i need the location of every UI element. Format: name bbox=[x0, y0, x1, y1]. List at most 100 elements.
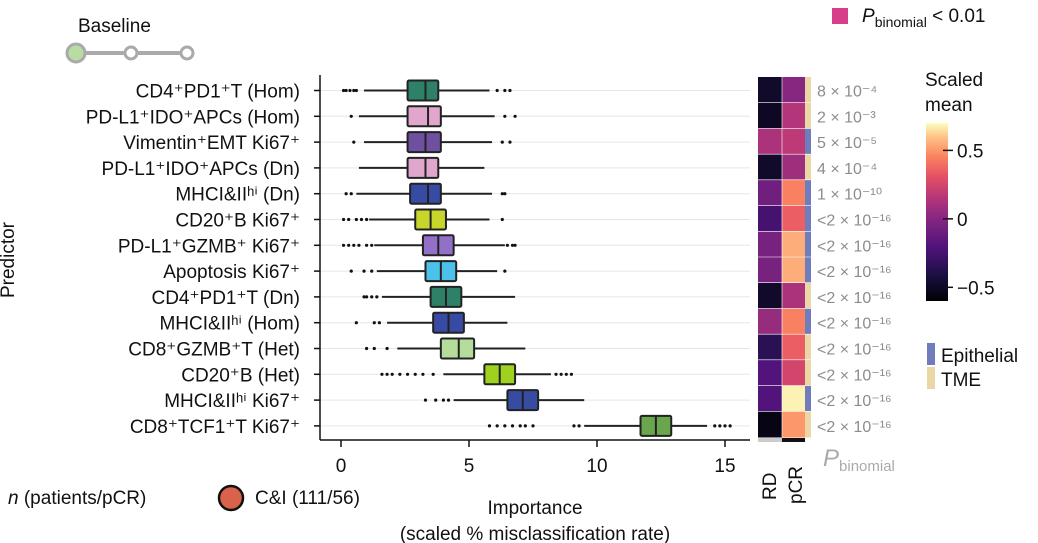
outlier-point bbox=[362, 295, 366, 299]
heatmap-cell-pcr bbox=[782, 179, 805, 207]
outlier-point bbox=[344, 192, 348, 196]
outlier-point bbox=[431, 372, 435, 376]
outlier-point bbox=[559, 372, 563, 376]
outlier-point bbox=[503, 424, 507, 428]
heatmap-cell-pcr bbox=[782, 257, 805, 284]
outlier-point bbox=[518, 424, 522, 428]
colorbar-ticks: 0.5 0 −0.5 bbox=[943, 141, 995, 299]
p-values: 8 × 10⁻⁴ 2 × 10⁻³ 5 × 10⁻⁵ 4 × 10⁻⁴ 1 × 10⁻¹… bbox=[817, 84, 892, 436]
baseline-timeline-icon bbox=[65, 42, 195, 64]
outlier-point bbox=[577, 424, 581, 428]
predictor-labels: CD4⁺PD1⁺T (Hom) PD-L1⁺IDO⁺APCs (Hom) Vimen… bbox=[86, 82, 320, 438]
baseline-label: Baseline bbox=[78, 16, 151, 37]
outlier-point bbox=[354, 88, 358, 93]
heatmap-cell-rd bbox=[758, 385, 782, 412]
outlier-point bbox=[523, 424, 527, 428]
category-strip bbox=[805, 179, 811, 207]
colorbar-gradient bbox=[926, 123, 948, 301]
outlier-point bbox=[421, 372, 425, 376]
outlier-point bbox=[341, 217, 346, 222]
p-value: <2 × 10⁻¹⁶ bbox=[817, 419, 892, 436]
p-value: 4 × 10⁻⁴ bbox=[817, 161, 877, 178]
predictor-label: Apoptosis Ki67⁺ bbox=[163, 262, 300, 283]
outlier-point bbox=[370, 243, 374, 247]
outlier-point bbox=[446, 398, 451, 402]
colorbar-tick-label: −0.5 bbox=[957, 278, 995, 299]
outlier-point bbox=[354, 217, 358, 222]
category-legend-swatch bbox=[927, 367, 935, 389]
heatmap-cell-pcr bbox=[782, 231, 805, 258]
p-value: 2 × 10⁻³ bbox=[817, 109, 876, 126]
outlier-point bbox=[365, 243, 369, 247]
outlier-point bbox=[362, 269, 366, 273]
x-axis-subtitle: (scaled % misclassification rate) bbox=[400, 524, 670, 543]
pbinomial-header: Pbinomial bbox=[823, 445, 895, 475]
box bbox=[406, 79, 440, 102]
outlier-point bbox=[349, 114, 353, 118]
category-legend-label: Epithelial bbox=[941, 346, 1018, 367]
heatmap-cell-pcr bbox=[782, 205, 805, 232]
p-value: 8 × 10⁻⁴ bbox=[817, 84, 877, 101]
outlier-point bbox=[385, 346, 389, 351]
heatmap-cell-rd bbox=[758, 102, 782, 129]
heatmap-cell-pcr bbox=[782, 334, 805, 361]
outlier-point bbox=[531, 424, 535, 428]
heatmap-col-rd-bar bbox=[758, 438, 782, 442]
outlier-point bbox=[372, 321, 376, 325]
outlier-point bbox=[413, 372, 417, 376]
heatmap-col-pcr-bar bbox=[782, 438, 805, 442]
cohort-marker-icon bbox=[217, 484, 245, 512]
outlier-point bbox=[352, 88, 356, 93]
outlier-point bbox=[377, 321, 381, 325]
predictor-label: CD8⁺TCF1⁺T Ki67⁺ bbox=[130, 417, 300, 438]
cohort-label: n (patients/pCR) bbox=[8, 488, 146, 509]
p-value: <2 × 10⁻¹⁶ bbox=[817, 367, 892, 384]
outlier-point bbox=[503, 269, 507, 273]
x-axis-ticks: 0 5 10 15 bbox=[336, 440, 736, 477]
category-strip bbox=[805, 359, 811, 387]
outlier-point bbox=[347, 243, 351, 247]
heatmap-cell-rd bbox=[758, 128, 782, 155]
outlier-point bbox=[510, 424, 515, 428]
heatmap-cell-pcr bbox=[782, 308, 805, 335]
category-strip bbox=[805, 257, 811, 284]
outlier-point bbox=[349, 269, 353, 273]
heatmap-cell-pcr bbox=[782, 128, 805, 155]
outlier-point bbox=[380, 372, 384, 376]
outlier-point bbox=[508, 88, 512, 93]
p-value: <2 × 10⁻¹⁶ bbox=[817, 290, 892, 307]
heatmap-cell-rd bbox=[758, 359, 782, 387]
x-tick-label: 5 bbox=[464, 456, 475, 477]
outlier-point bbox=[500, 192, 504, 196]
outlier-point bbox=[357, 243, 361, 247]
predictor-label: PD-L1⁺IDO⁺APCs (Hom) bbox=[86, 107, 300, 128]
p-value: 1 × 10⁻¹⁰ bbox=[817, 187, 882, 204]
outlier-point bbox=[554, 372, 558, 376]
predictor-label: Vimentin⁺EMT Ki67⁺ bbox=[123, 133, 300, 154]
heatmap-cell-rd bbox=[758, 77, 782, 104]
p-value: 5 × 10⁻⁵ bbox=[817, 135, 877, 152]
box bbox=[439, 337, 476, 360]
heatmap-col-rd-label: RD bbox=[760, 473, 781, 500]
colorbar-tick-label: 0.5 bbox=[957, 141, 983, 162]
significance-legend-swatch bbox=[832, 8, 848, 24]
category-strip bbox=[805, 154, 811, 181]
box bbox=[406, 156, 440, 179]
outlier-point bbox=[405, 372, 410, 376]
box bbox=[406, 105, 442, 128]
x-tick-label: 0 bbox=[336, 456, 347, 477]
outlier-point bbox=[398, 372, 402, 376]
outlier-point bbox=[505, 243, 509, 247]
outlier-point bbox=[569, 372, 574, 376]
predictor-label: MHCI&IIʰⁱ (Dn) bbox=[175, 185, 300, 206]
heatmap-cell-rd bbox=[758, 334, 782, 361]
outlier-point bbox=[487, 424, 492, 428]
outlier-point bbox=[370, 295, 374, 299]
p-value: <2 × 10⁻¹⁶ bbox=[817, 316, 892, 333]
outlier-point bbox=[723, 424, 727, 428]
predictor-label: CD4⁺PD1⁺T (Dn) bbox=[151, 288, 300, 309]
category-strip bbox=[805, 385, 811, 412]
outlier-point bbox=[510, 243, 515, 247]
p-value: <2 × 10⁻¹⁶ bbox=[817, 342, 892, 359]
box bbox=[406, 131, 442, 154]
